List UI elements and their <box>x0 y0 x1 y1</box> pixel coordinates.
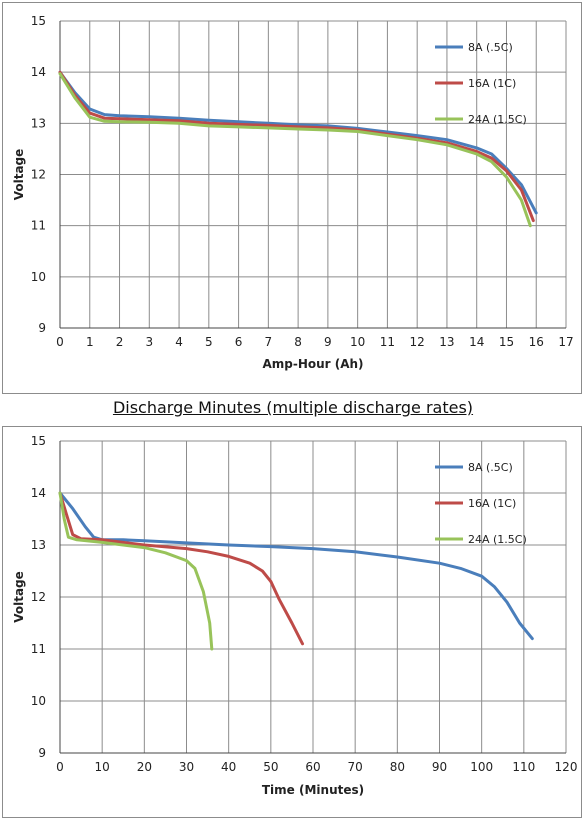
legend-label-3: 24A (1.5C) <box>468 533 527 546</box>
y-tick-label: 15 <box>31 434 46 448</box>
x-tick-label: 50 <box>263 760 278 774</box>
x-tick-label: 110 <box>512 760 535 774</box>
x-tick-label: 30 <box>179 760 194 774</box>
x-tick-label: 4 <box>175 335 183 349</box>
legend-label-2: 16A (1C) <box>468 497 516 510</box>
y-tick-label: 9 <box>38 321 46 335</box>
x-tick-label: 20 <box>137 760 152 774</box>
x-tick-label: 120 <box>555 760 578 774</box>
x-tick-label: 12 <box>410 335 425 349</box>
x-tick-label: 2 <box>116 335 124 349</box>
y-tick-label: 11 <box>31 219 46 233</box>
x-tick-label: 70 <box>348 760 363 774</box>
legend-label-1: 8A (.5C) <box>468 41 513 54</box>
legend-label-1: 8A (.5C) <box>468 461 513 474</box>
voltage-vs-amp-hour-chart: 0 1 2 3 4 5 6 7 8 9 10 11 12 13 14 15 16 17 9 10 11 12 13 14 15 A… <box>2 2 582 394</box>
y-tick-label: 14 <box>31 486 46 500</box>
y-tick-label: 9 <box>38 746 46 760</box>
x-axis-title: Time (Minutes) <box>262 783 364 797</box>
y-tick-label: 12 <box>31 168 46 182</box>
x-tick-label: 10 <box>95 760 110 774</box>
x-tick-label: 60 <box>305 760 320 774</box>
x-tick-label: 90 <box>432 760 447 774</box>
voltage-vs-time-chart: 0 10 20 30 40 50 60 70 80 90 100 110 120 9 10 11 12 13 14 1… <box>2 426 582 818</box>
y-tick-label: 14 <box>31 65 46 79</box>
y-tick-label: 12 <box>31 590 46 604</box>
x-tick-label: 15 <box>499 335 514 349</box>
x-tick-label: 0 <box>56 335 64 349</box>
y-axis-title: Voltage <box>12 571 26 623</box>
chart-caption: Discharge Minutes (multiple discharge ra… <box>112 398 474 417</box>
y-tick-label: 10 <box>31 270 46 284</box>
x-axis-title: Amp-Hour (Ah) <box>262 357 363 371</box>
x-tick-label: 40 <box>221 760 236 774</box>
x-tick-label: 3 <box>145 335 153 349</box>
series-line-2 <box>58 491 304 646</box>
y-tick-label: 15 <box>31 14 46 28</box>
x-tick-label: 17 <box>558 335 573 349</box>
y-tick-label: 13 <box>31 116 46 130</box>
series-line-1 <box>58 70 538 215</box>
x-tick-label: 5 <box>205 335 213 349</box>
y-tick-label: 11 <box>31 642 46 656</box>
x-tick-label: 11 <box>380 335 395 349</box>
voltage-vs-time-svg: 0 10 20 30 40 50 60 70 80 90 100 110 120 9 10 11 12 13 14 1… <box>12 434 578 797</box>
series-line-2 <box>58 70 535 223</box>
x-tick-label: 7 <box>265 335 273 349</box>
legend-label-3: 24A (1.5C) <box>468 113 527 126</box>
legend-label-2: 16A (1C) <box>468 77 516 90</box>
x-tick-label: 9 <box>324 335 332 349</box>
voltage-vs-amp-hour-svg: 0 1 2 3 4 5 6 7 8 9 10 11 12 13 14 15 16 179101112131415A… <box>12 14 574 371</box>
x-tick-label: 16 <box>529 335 544 349</box>
series-line-1 <box>58 491 534 641</box>
series-line-3 <box>58 72 532 228</box>
x-tick-label: 6 <box>235 335 243 349</box>
y-axis-title: Voltage <box>12 149 26 201</box>
x-tick-label: 8 <box>294 335 302 349</box>
y-tick-label: 13 <box>31 538 46 552</box>
x-tick-label: 14 <box>469 335 484 349</box>
x-tick-label: 10 <box>350 335 365 349</box>
series-line-3 <box>58 491 214 651</box>
x-tick-label: 100 <box>470 760 493 774</box>
x-tick-label: 1 <box>86 335 94 349</box>
y-tick-label: 10 <box>31 694 46 708</box>
x-tick-label: 13 <box>439 335 454 349</box>
x-tick-label: 0 <box>56 760 64 774</box>
x-tick-label: 80 <box>390 760 405 774</box>
